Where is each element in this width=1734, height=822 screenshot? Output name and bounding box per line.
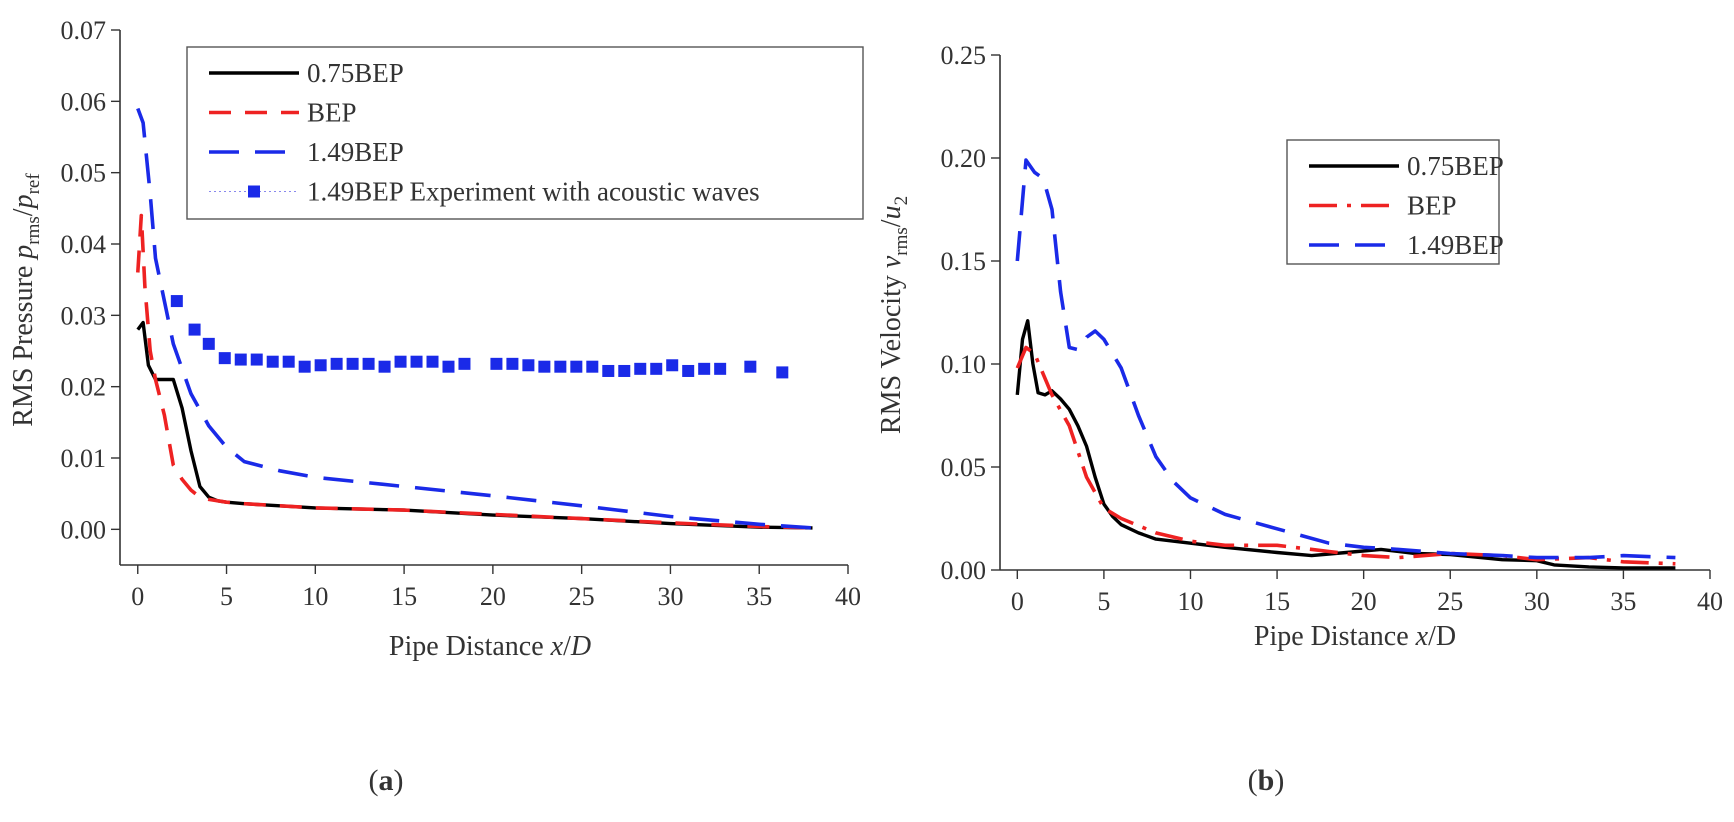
x-tick-label: 35 [1610,587,1636,616]
data-point [314,359,327,372]
legend: 0.75BEP BEP 1.49BEP 1.49BEP Experiment with… [186,46,864,220]
x-tick-label: 20 [1351,587,1377,616]
x-tick-label: 0 [131,582,144,611]
data-point [634,362,647,375]
data-point [330,357,343,370]
data-point [602,364,615,377]
data-point [554,360,567,373]
data-point [426,355,439,368]
x-tick-label: 5 [220,582,233,611]
data-point [346,357,359,370]
y-tick-label: 0.15 [941,247,987,276]
y-tick-label: 0.00 [941,556,987,585]
x-tick-label: 30 [1524,587,1550,616]
legend-label: BEP [307,98,357,128]
data-point [378,360,391,373]
data-point [714,362,727,375]
data-point [234,353,247,366]
y-tick-label: 0.00 [61,515,107,544]
x-tick-label: 15 [1264,587,1290,616]
data-point [490,357,503,370]
data-point [282,355,295,368]
data-point [458,357,471,370]
series-line-2 [1015,158,1676,560]
data-point [522,359,535,372]
y-tick-label: 0.07 [61,16,107,45]
data-point [188,323,201,336]
y-tick-label: 0.25 [941,41,987,70]
data-point [744,360,757,373]
y-axis-label: RMS Velocity vrms/u2 [876,196,912,434]
y-tick-label: 0.05 [941,453,987,482]
data-point [202,337,215,350]
data-point [586,360,599,373]
legend-label: 1.49BEP [1407,230,1504,260]
data-point [250,353,263,366]
y-tick-label: 0.01 [61,444,107,473]
panel-label: (a) [369,764,404,797]
data-point [650,362,663,375]
data-point [410,355,423,368]
y-tick-label: 0.04 [61,230,107,259]
y-tick-label: 0.10 [941,350,987,379]
legend-label: 0.75BEP [1407,151,1504,181]
x-axis-label: Pipe Distance x/D [389,631,591,662]
y-tick-label: 0.05 [61,159,107,188]
data-point [570,360,583,373]
y-tick-label: 0.06 [61,87,107,116]
x-tick-label: 0 [1011,587,1024,616]
y-tick-label: 0.20 [941,144,987,173]
data-point [682,364,695,377]
data-point [666,359,679,372]
x-tick-label: 35 [746,582,772,611]
data-point [362,357,375,370]
data-point [506,357,519,370]
data-point [394,355,407,368]
panel-label: (b) [1248,764,1285,797]
x-tick-label: 30 [657,582,683,611]
x-tick-label: 40 [835,582,861,611]
chart-panel-a: 0 5 10 15 20 25 30 35 40 0.00 0.01 0.02 0.03 0.04 0.05… [8,16,864,797]
y-tick-label: 0.02 [61,373,107,402]
data-point [218,352,231,365]
legend-label: 1.49BEP [307,137,404,167]
y-axis-label: RMS Pressure prms/pref [8,173,44,427]
legend-box [186,46,864,220]
x-tick-label: 25 [569,582,595,611]
x-tick-label: 15 [391,582,417,611]
x-axis-label: Pipe Distance x/D [1254,621,1456,652]
data-point [170,295,183,308]
series-3-markers [170,295,789,379]
series-line-1 [136,213,813,530]
data-point [618,364,631,377]
series-line-0 [1015,319,1676,570]
series-line-2 [136,107,813,530]
legend: 0.75BEP BEP 1.49BEP [1286,139,1504,265]
series-line-1 [1015,345,1676,566]
data-point [298,360,311,373]
legend-marker [248,185,260,198]
data-point [266,355,279,368]
y-tick-label: 0.03 [61,301,107,330]
data-point [538,360,551,373]
x-tick-label: 10 [302,582,328,611]
x-tick-label: 5 [1097,587,1110,616]
data-point [698,362,711,375]
chart-panel-b: 0 5 10 15 20 25 30 35 40 0.00 0.05 0.10 0.15 0.20 0.25… [876,41,1723,797]
legend-label: 1.49BEP Experiment with acoustic waves [307,177,760,207]
data-point [776,366,789,379]
x-tick-label: 10 [1177,587,1203,616]
data-point [442,360,455,373]
x-tick-label: 40 [1697,587,1723,616]
legend-label: 0.75BEP [307,58,404,88]
legend-label: BEP [1407,191,1457,221]
series-line-0 [136,320,813,530]
x-tick-label: 25 [1437,587,1463,616]
x-tick-label: 20 [480,582,506,611]
